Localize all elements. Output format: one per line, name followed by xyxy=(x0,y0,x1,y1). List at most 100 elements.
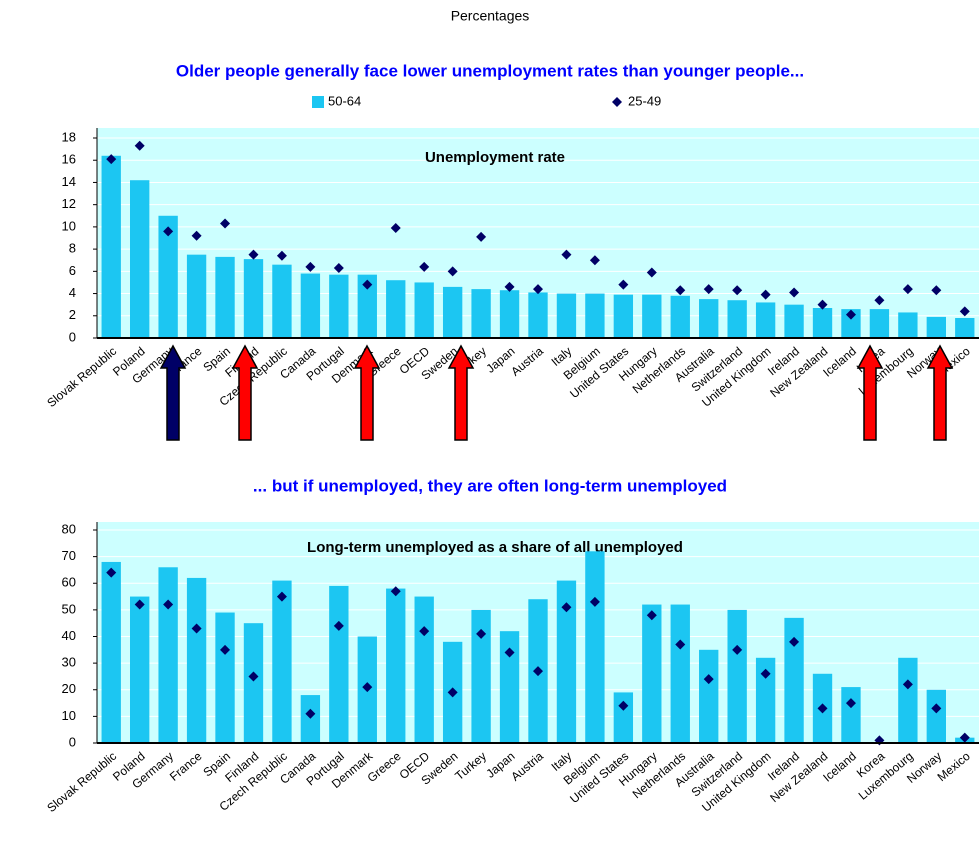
bar xyxy=(329,274,349,338)
marker xyxy=(902,679,913,690)
marker xyxy=(760,289,771,300)
marker xyxy=(504,281,515,292)
bar xyxy=(556,293,577,338)
marker xyxy=(789,287,800,298)
marker xyxy=(447,687,458,698)
marker xyxy=(618,279,629,290)
marker xyxy=(220,218,231,229)
bar xyxy=(186,577,207,743)
marker xyxy=(589,596,600,607)
bar xyxy=(499,631,520,743)
bar xyxy=(898,657,918,743)
chart-title: Long-term unemployed as a share of all u… xyxy=(307,539,683,556)
bar xyxy=(499,290,520,338)
bar xyxy=(300,695,321,743)
bar xyxy=(442,286,463,338)
bar xyxy=(699,299,719,338)
y-tick-label: 40 xyxy=(62,628,76,643)
legend-swatch xyxy=(612,97,622,107)
marker xyxy=(191,623,202,634)
x-tick-label: Austria xyxy=(508,749,546,784)
marker xyxy=(931,285,942,296)
x-tick-label: Iceland xyxy=(820,344,859,380)
marker xyxy=(390,223,401,233)
bar xyxy=(642,604,662,743)
x-tick-label: Iceland xyxy=(820,749,859,785)
bar xyxy=(812,308,833,338)
marker xyxy=(845,309,856,320)
marker xyxy=(561,602,572,613)
bar xyxy=(101,561,121,743)
bar xyxy=(727,300,747,338)
bar xyxy=(471,289,491,338)
y-tick-label: 8 xyxy=(69,241,76,256)
y-tick-label: 6 xyxy=(69,263,76,278)
y-tick-label: 50 xyxy=(62,601,76,616)
bar xyxy=(414,282,434,338)
marker xyxy=(305,261,316,272)
marker xyxy=(646,267,657,278)
marker xyxy=(163,599,174,610)
marker xyxy=(789,636,800,647)
y-tick-label: 80 xyxy=(62,521,76,536)
bar xyxy=(556,580,577,743)
x-tick-label: Austria xyxy=(508,344,546,379)
bar xyxy=(243,259,264,338)
bar xyxy=(357,274,377,338)
y-tick-label: 30 xyxy=(62,655,76,670)
bar xyxy=(329,585,349,743)
marker xyxy=(220,644,231,655)
marker xyxy=(248,249,259,260)
marker xyxy=(476,231,487,242)
marker xyxy=(732,285,743,296)
bar xyxy=(471,609,491,743)
marker xyxy=(959,732,970,743)
marker xyxy=(163,226,174,237)
marker xyxy=(817,703,828,714)
y-tick-label: 10 xyxy=(62,708,76,723)
marker xyxy=(191,230,202,241)
marker xyxy=(732,644,743,655)
marker xyxy=(305,708,316,719)
legend-swatch xyxy=(312,96,324,108)
bar xyxy=(642,294,662,338)
y-tick-label: 12 xyxy=(62,196,76,211)
bar xyxy=(613,294,634,338)
bar xyxy=(955,318,975,338)
marker xyxy=(675,285,686,296)
marker xyxy=(333,263,344,273)
chart-title: Unemployment rate xyxy=(425,149,565,166)
bar xyxy=(300,273,321,338)
bar xyxy=(869,309,890,338)
y-tick-label: 16 xyxy=(62,152,76,167)
marker xyxy=(703,284,714,295)
marker xyxy=(931,703,942,714)
marker xyxy=(134,140,145,151)
marker xyxy=(106,154,117,165)
bar xyxy=(841,309,861,338)
marker xyxy=(959,306,970,317)
bar xyxy=(727,609,747,743)
marker xyxy=(333,620,344,631)
marker xyxy=(419,626,430,637)
bar xyxy=(613,692,634,743)
arrow xyxy=(353,344,381,441)
arrow xyxy=(926,344,954,441)
bar xyxy=(784,617,804,743)
y-tick-label: 2 xyxy=(69,307,76,322)
arrow xyxy=(856,344,884,441)
bar xyxy=(670,295,690,338)
bar xyxy=(414,596,434,743)
bar xyxy=(158,215,178,338)
bar xyxy=(158,567,178,743)
bar xyxy=(926,689,946,743)
legend-label: 25-49 xyxy=(628,93,661,108)
arrow xyxy=(447,344,475,441)
bar xyxy=(101,155,121,338)
marker xyxy=(504,647,515,658)
y-tick-label: 14 xyxy=(62,174,76,189)
marker xyxy=(817,299,828,310)
marker xyxy=(447,266,458,277)
y-tick-label: 0 xyxy=(69,734,76,749)
